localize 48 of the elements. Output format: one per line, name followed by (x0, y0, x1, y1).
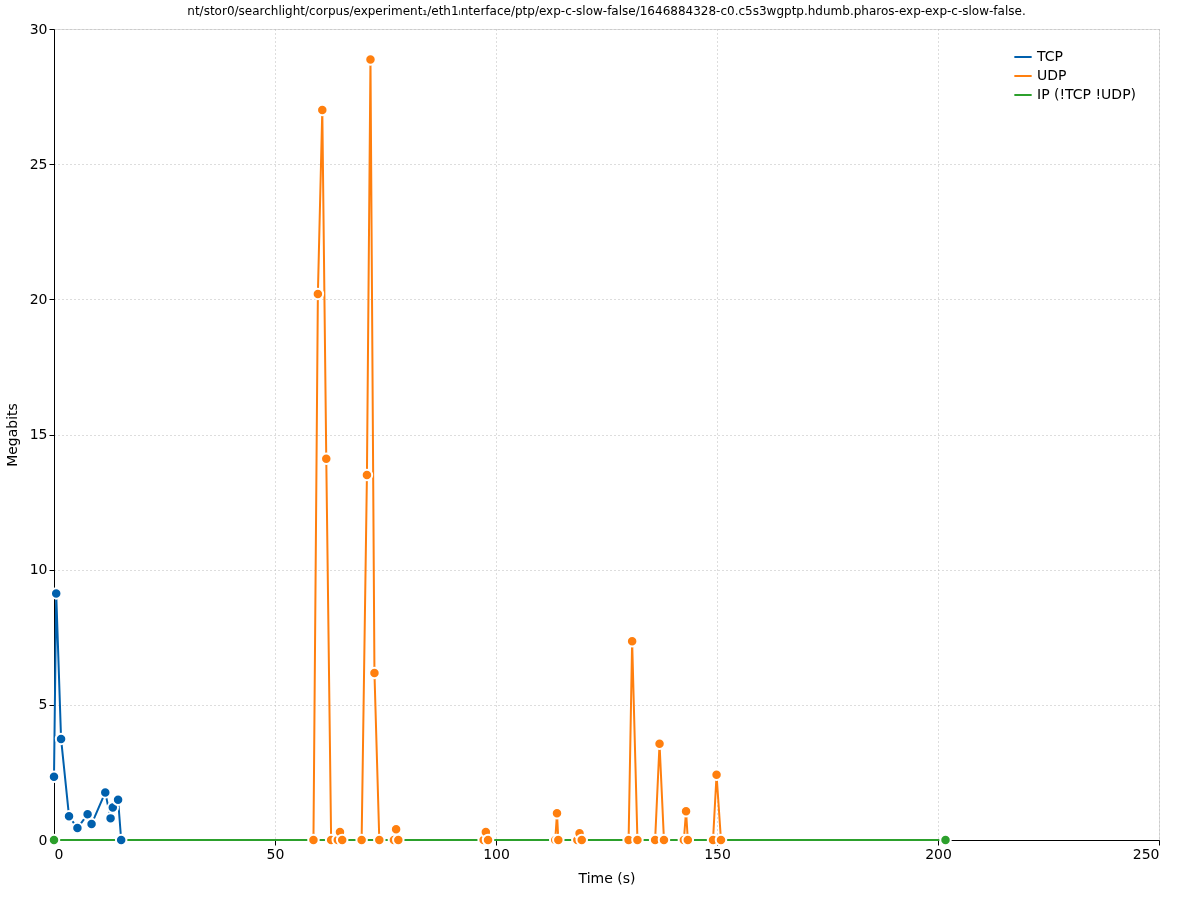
x-tick-label: 250 (1132, 845, 1160, 862)
y-tick-label: 30 (29, 20, 48, 37)
point (373, 833, 386, 847)
point (681, 833, 695, 847)
point (114, 833, 128, 847)
point (679, 805, 693, 818)
x-tick-label: 200 (925, 845, 952, 862)
point (47, 770, 61, 783)
point (307, 833, 320, 847)
x-axis-title: Time (s) (577, 869, 636, 886)
point (355, 833, 368, 847)
legend-label: IP (!TCP !UDP) (1037, 86, 1137, 102)
y-tick-label: 0 (38, 831, 48, 848)
point (54, 732, 68, 746)
y-axis-title: Megabits (3, 403, 20, 467)
y-tick-label: 20 (29, 290, 48, 307)
y-tick-label: 5 (38, 696, 48, 713)
point (360, 468, 374, 482)
legend-label: UDP (1037, 67, 1067, 83)
x-tick-label: 150 (704, 845, 731, 862)
point (62, 809, 76, 823)
point (335, 833, 349, 847)
x-tick-label: 100 (483, 845, 510, 862)
point (550, 807, 564, 820)
point (710, 768, 723, 782)
point (47, 833, 61, 847)
point (368, 666, 381, 680)
point (320, 452, 333, 466)
point (85, 817, 98, 831)
y-tick-label: 15 (29, 426, 48, 442)
point (657, 833, 671, 847)
point (714, 833, 728, 847)
point (625, 635, 639, 648)
point (71, 821, 84, 835)
point (481, 833, 495, 847)
chart-title: nt/stor0/searchlight/corpus/experiment₁/eth1ᵢnterface/ptp/exp-c-slow-false/1646884328-c0.c5s3wgptp.hdumb.pharos-exp-exp-c-slow-false. (187, 4, 1026, 18)
x-tick-label: 50 (266, 845, 285, 862)
y-tick-label: 10 (29, 561, 48, 578)
x-tick-label: 0 (54, 845, 64, 862)
point (939, 833, 952, 847)
point (631, 833, 644, 847)
point (575, 833, 588, 847)
point (316, 103, 329, 117)
point (111, 793, 125, 806)
point (392, 833, 405, 847)
y-tick-label: 25 (29, 155, 48, 172)
legend-label: TCP (1036, 48, 1063, 64)
point (311, 287, 325, 301)
